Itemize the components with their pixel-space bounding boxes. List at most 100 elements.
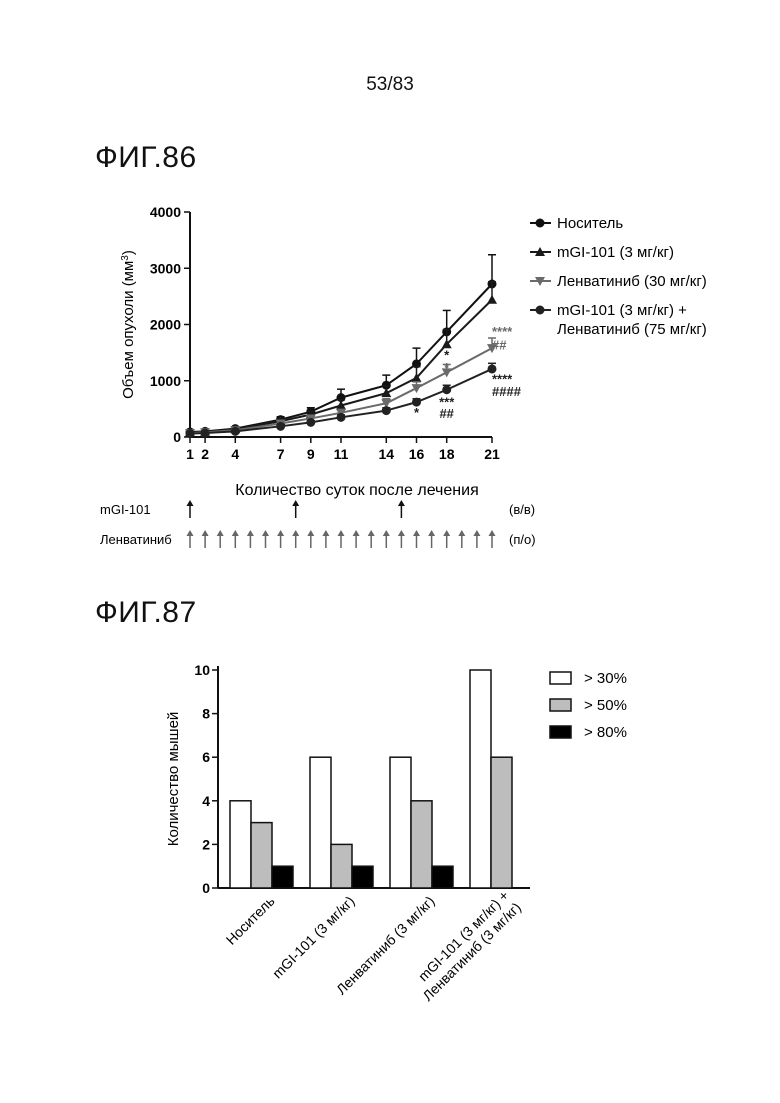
- dose-arrow-head: [307, 530, 314, 536]
- x-tick-label: 21: [484, 446, 500, 462]
- bar: [272, 866, 293, 888]
- dose-arrow-head: [489, 530, 496, 536]
- legend-label: > 30%: [584, 670, 627, 687]
- bar: [331, 844, 352, 888]
- bar: [230, 801, 251, 888]
- dose-arrow-head: [413, 530, 420, 536]
- data-point: [186, 429, 195, 438]
- data-point: [442, 385, 451, 394]
- dose-arrow-head: [217, 530, 224, 536]
- bar-group-2: [310, 757, 373, 888]
- legend-label: mGI-101 (3 мг/кг) +: [557, 302, 687, 319]
- legend-swatch: [550, 726, 571, 738]
- x-tick-label: 9: [307, 446, 315, 462]
- mice-count-bar-chart: 0246810Количество мышейНосительmGI-101 (…: [0, 650, 780, 1070]
- dose-arrow-head: [262, 530, 269, 536]
- y-tick-label: 0: [202, 880, 210, 896]
- figure-87-title: ФИГ.87: [95, 596, 197, 630]
- dose-arrow-head: [353, 530, 360, 536]
- dose-arrow-head: [232, 530, 239, 536]
- bar-group-3: [390, 757, 453, 888]
- data-point: [382, 406, 391, 415]
- legend: > 30% > 50% > 80%: [550, 670, 627, 741]
- legend-marker: [536, 219, 545, 228]
- legend-swatch: [550, 699, 571, 711]
- y-tick-label: 2000: [150, 317, 181, 333]
- x-tick-label: 7: [277, 446, 285, 462]
- y-tick-label: 8: [202, 706, 210, 722]
- dosing-route: (п/о): [509, 532, 536, 547]
- dose-arrow-head: [443, 530, 450, 536]
- x-tick-label: 2: [201, 446, 209, 462]
- tumor-volume-line-chart: 0 1000 2000 3000 4000 12 4 7 9 11 14 16 18 21 Количест…: [0, 195, 780, 565]
- x-tick-label: 14: [379, 446, 395, 462]
- data-point: [412, 384, 422, 393]
- dose-arrow-head: [277, 530, 284, 536]
- bar: [310, 757, 331, 888]
- bar: [470, 670, 491, 888]
- y-tick-label: 0: [173, 429, 181, 445]
- x-tick-label: 16: [409, 446, 425, 462]
- legend: Носитель mGI-101 (3 мг/кг) Ленватиниб (30 …: [530, 215, 707, 338]
- legend-label: > 80%: [584, 724, 627, 741]
- legend-label: > 50%: [584, 697, 627, 714]
- legend-label: Носитель: [557, 215, 623, 232]
- y-tick-label: 2: [202, 836, 210, 852]
- dose-arrow-head: [398, 530, 405, 536]
- bar: [432, 866, 453, 888]
- dose-arrow-head: [322, 530, 329, 536]
- y-axis-label: Количество мышей: [165, 712, 182, 847]
- y-tick-label: 4: [202, 793, 210, 809]
- dose-arrow-head: [247, 530, 254, 536]
- dose-arrow-head: [292, 500, 299, 506]
- y-tick-label: 1000: [150, 373, 181, 389]
- significance-annotation: ##: [492, 337, 507, 352]
- bar-group-1: [230, 801, 293, 888]
- data-point: [201, 429, 210, 438]
- dose-arrow-head: [473, 530, 480, 536]
- dose-arrow-head: [338, 530, 345, 536]
- legend-swatch: [550, 672, 571, 684]
- y-tick-label: 10: [194, 662, 210, 678]
- dosing-label: Ленватиниб: [100, 532, 172, 547]
- dose-arrow-head: [368, 530, 375, 536]
- dose-arrow-head: [458, 530, 465, 536]
- legend-marker: [536, 306, 545, 315]
- data-point: [306, 418, 315, 427]
- category-label: mGI-101 (3 мг/кг): [269, 893, 358, 982]
- bar: [251, 823, 272, 888]
- figure-86-title: ФИГ.86: [95, 141, 197, 175]
- legend-label: mGI-101 (3 мг/кг): [557, 244, 674, 261]
- bar-group-4: [470, 670, 512, 888]
- dose-arrow-head: [292, 530, 299, 536]
- dose-arrow-head: [398, 500, 405, 506]
- bar: [491, 757, 512, 888]
- y-axis-label: Объем опухоли (мм3): [120, 250, 138, 399]
- legend-label: Ленватиниб (30 мг/кг): [557, 273, 707, 290]
- dose-arrow-head: [383, 530, 390, 536]
- bar: [411, 801, 432, 888]
- significance-annotation: ##: [439, 406, 454, 421]
- legend-label: Ленватиниб (75 мг/кг): [557, 321, 707, 338]
- significance-annotation: *: [414, 405, 420, 420]
- y-tick-label: 6: [202, 749, 210, 765]
- dose-arrow-head: [187, 530, 194, 536]
- data-point: [276, 422, 285, 431]
- dosing-label: mGI-101: [100, 502, 151, 517]
- data-point: [231, 427, 240, 436]
- dose-arrow-head: [187, 500, 194, 506]
- data-point: [381, 388, 391, 397]
- dosing-route: (в/в): [509, 502, 535, 517]
- y-tick-label: 4000: [150, 204, 181, 220]
- x-tick-label: 1: [186, 446, 194, 462]
- significance-annotation: ####: [492, 384, 522, 399]
- page-number: 53/83: [0, 74, 780, 96]
- bar: [390, 757, 411, 888]
- x-axis-label: Количество суток после лечения: [235, 482, 478, 499]
- data-point: [487, 295, 497, 304]
- data-point: [337, 413, 346, 422]
- x-tick-label: 4: [231, 446, 239, 462]
- x-tick-label: 11: [334, 446, 349, 462]
- x-tick-label: 18: [439, 446, 455, 462]
- y-tick-label: 3000: [150, 260, 181, 276]
